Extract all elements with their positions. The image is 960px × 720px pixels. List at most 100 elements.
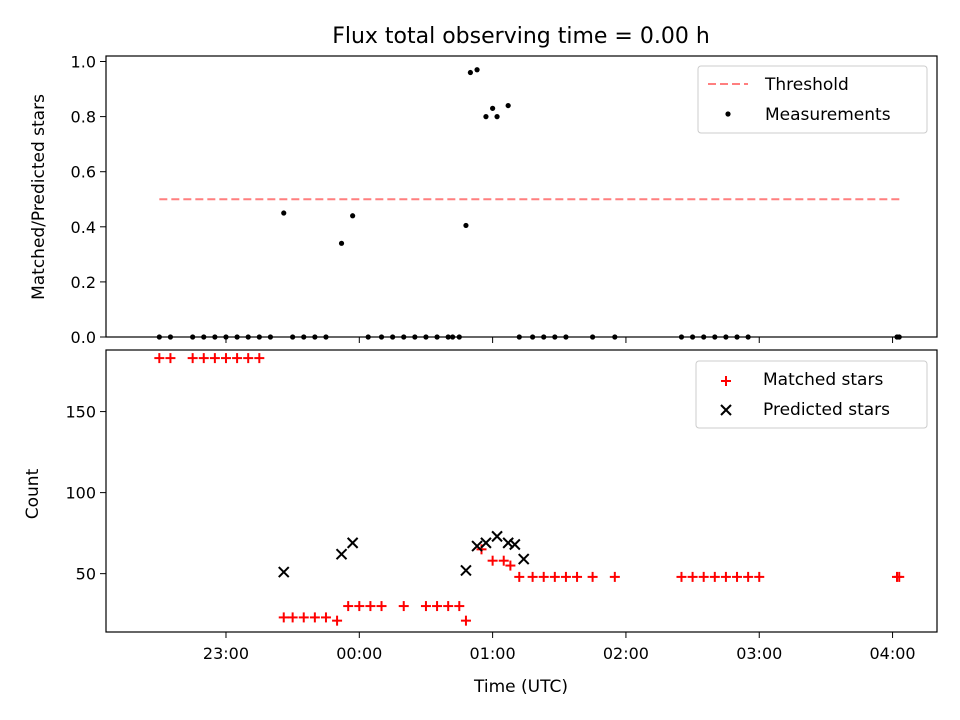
legend-predicted-label: Predicted stars [763,400,890,420]
x-b [346,537,359,549]
matched-star-marker [538,571,549,582]
predicted-star-marker [471,540,483,552]
measurement-point [474,67,480,73]
chart-title: Flux total observing time = 0.00 h [332,24,710,49]
matched-star-marker [732,571,743,582]
matched-star-marker [894,571,905,582]
matched-star-marker [460,615,471,626]
axes-frame [105,55,938,338]
bottom-legend: Matched stars Predicted stars [695,360,928,429]
matched-star-marker [320,612,331,623]
matched-star-marker [505,560,516,571]
x-b [278,566,290,578]
matched-star-marker [154,353,165,364]
matched-star-marker [687,571,698,582]
matched-star-marker [432,601,443,612]
matched-star-marker [514,571,525,582]
predicted-star-marker [278,566,290,578]
predicted-star-marker [346,537,359,549]
top-ylabel: Matched/Predicted stars [29,94,49,300]
matched-star-marker [676,571,687,582]
matched-star-marker [587,571,598,582]
matched-star-marker [198,353,209,364]
predicted-star-marker [491,530,503,543]
matched-star-marker [754,571,765,582]
matched-star-marker [232,353,243,364]
matched-star-marker [332,615,343,626]
x-b [518,553,530,565]
measurement-point [483,114,489,120]
x-b [480,537,492,549]
x-tick-label: 23:00 [203,644,249,663]
matched-star-marker [298,612,309,623]
legend-measurement-swatch [725,111,731,117]
x-b [471,540,483,552]
y-tick-label: 50 [76,565,96,584]
y-tick-label: 100 [65,484,96,503]
predicted-star-marker [502,537,514,549]
legend-box [697,65,928,134]
measurement-point [463,222,469,229]
measurement-point [505,102,511,109]
matched-star-marker [709,571,720,582]
matched-star-marker [487,555,498,566]
measurement-point [494,114,500,120]
y-tick-label: 150 [65,403,96,422]
predicted-star-marker [480,537,492,549]
matched-star-marker [209,353,220,364]
matched-star-marker [743,571,754,582]
bottom-ylabel: Count [23,468,43,519]
matched-star-marker [720,571,731,582]
measurement-point [467,69,473,76]
top-legend: Threshold Measurements [697,65,928,134]
matched-star-marker [443,601,454,612]
matched-star-marker [354,601,365,612]
x-b [509,538,521,551]
measurement-point [350,213,356,219]
matched-star-marker [698,571,709,582]
xlabel: Time (UTC) [473,677,568,697]
y-tick-label: 0.4 [71,218,96,237]
matched-star-marker [220,353,231,364]
x-b [335,548,348,560]
matched-star-marker [560,571,571,582]
matched-star-marker [549,571,560,582]
matched-star-marker [343,601,354,612]
matched-star-marker [165,353,176,364]
matched-star-marker [254,353,265,364]
top-plot-area: 0.0 0.2 0.4 0.6 0.8 1.0 Threshold Measurements [71,53,938,347]
measurement-point [490,105,496,111]
matched-star-marker [572,571,583,582]
x-tick-label: 04:00 [870,644,916,663]
matched-star-marker [278,612,289,623]
matched-star-marker [527,571,538,582]
measurement-point [338,240,345,246]
bottom-plot-area: 50 100 150 23:00 00:00 01:00 02:00 03:00 04:00 Ma… [65,349,938,663]
x-tick-label: 03:00 [736,644,782,663]
matched-star-marker [376,601,387,612]
legend-measurement-label: Measurements [765,105,891,125]
x-b [502,537,514,549]
matched-star-marker [243,353,254,364]
legend-predicted-swatch [720,404,732,416]
matched-star-marker [609,571,620,582]
legend-box [695,360,928,429]
matched-star-marker [498,555,509,566]
predicted-star-marker [335,548,348,560]
matched-star-marker [365,601,376,612]
matched-star-marker [420,601,431,612]
x-tick-label: 00:00 [336,644,382,663]
x-tick-label: 02:00 [603,644,649,663]
y-tick-label: 0.8 [71,108,96,127]
y-tick-label: 0.0 [71,328,96,347]
x-b [491,530,503,543]
y-tick-label: 0.6 [71,163,96,182]
matched-star-marker [454,601,465,612]
predicted-star-marker [518,553,530,565]
matched-star-marker [287,612,298,623]
axes-frame [105,349,938,633]
x-b [460,564,472,577]
predicted-star-marker [460,564,472,577]
matched-star-marker [309,612,320,623]
